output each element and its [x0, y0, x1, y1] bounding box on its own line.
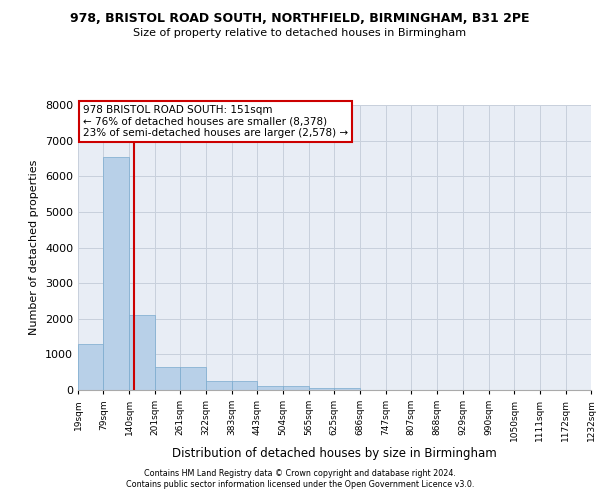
- X-axis label: Distribution of detached houses by size in Birmingham: Distribution of detached houses by size …: [172, 446, 497, 460]
- Bar: [232, 381, 257, 390]
- Text: Contains HM Land Registry data © Crown copyright and database right 2024.: Contains HM Land Registry data © Crown c…: [144, 468, 456, 477]
- Bar: [334, 388, 360, 390]
- Bar: [103, 156, 129, 390]
- Bar: [283, 386, 309, 390]
- Bar: [181, 367, 206, 390]
- Text: Contains public sector information licensed under the Open Government Licence v3: Contains public sector information licen…: [126, 480, 474, 489]
- Bar: [155, 367, 181, 390]
- Text: 978 BRISTOL ROAD SOUTH: 151sqm
← 76% of detached houses are smaller (8,378)
23% : 978 BRISTOL ROAD SOUTH: 151sqm ← 76% of …: [83, 105, 348, 138]
- Bar: [78, 344, 103, 390]
- Y-axis label: Number of detached properties: Number of detached properties: [29, 160, 40, 335]
- Text: 978, BRISTOL ROAD SOUTH, NORTHFIELD, BIRMINGHAM, B31 2PE: 978, BRISTOL ROAD SOUTH, NORTHFIELD, BIR…: [70, 12, 530, 26]
- Bar: [309, 388, 334, 390]
- Text: Size of property relative to detached houses in Birmingham: Size of property relative to detached ho…: [133, 28, 467, 38]
- Bar: [206, 381, 232, 390]
- Bar: [257, 386, 283, 390]
- Bar: [129, 315, 155, 390]
